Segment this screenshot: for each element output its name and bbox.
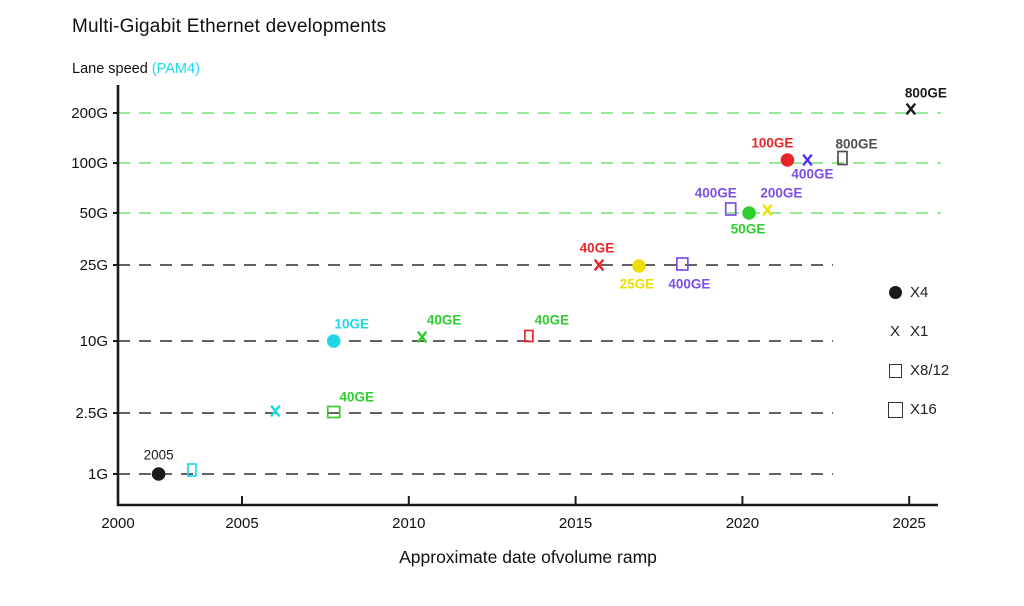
point-label: 2005 [144, 448, 174, 463]
point-label: 40GE [339, 390, 374, 405]
point-label: 200GE [760, 186, 802, 201]
x-tick-label: 2015 [559, 515, 592, 532]
legend-item-x16: X16 [884, 390, 949, 429]
data-point-x [762, 203, 773, 217]
point-label: 400GE [695, 186, 737, 201]
legend-circle-icon [888, 286, 902, 299]
point-label: 50GE [731, 222, 766, 237]
axes [116, 85, 938, 507]
y-tick-label: 200G [71, 105, 108, 122]
legend-label: X4 [910, 284, 929, 301]
data-point-square [837, 150, 848, 166]
y-axis-label: Lane speed (PAM4) [72, 61, 200, 77]
point-label: 25GE [620, 277, 655, 292]
x-tick-label: 2010 [392, 515, 425, 532]
x-tick-label: 2025 [893, 515, 926, 532]
data-point-circle [632, 259, 646, 273]
data-point-circle [780, 153, 795, 167]
y-tick-label: 2.5G [75, 405, 108, 422]
legend-square-icon [888, 363, 902, 378]
data-point-square [524, 329, 534, 343]
point-label: 800GE [835, 137, 877, 152]
data-point-x [905, 102, 917, 116]
legend-label: X1 [910, 323, 929, 340]
data-point-circle [326, 334, 341, 348]
data-point-x [802, 153, 813, 167]
data-point-square [676, 257, 689, 271]
point-label: 800GE [905, 86, 947, 101]
legend-item-x1: X X1 [884, 312, 949, 351]
chart-title: Multi-Gigabit Ethernet developments [72, 16, 387, 37]
point-label: 100GE [751, 136, 793, 151]
point-label: 400GE [791, 167, 833, 182]
x-axis-label: Approximate date ofvolume ramp [399, 547, 657, 567]
point-label: 40GE [580, 241, 615, 256]
data-point-square [326, 405, 341, 419]
legend-label: X8/12 [910, 362, 950, 379]
y-tick-label: 1G [88, 466, 108, 483]
legend-label: X16 [910, 401, 937, 418]
x-tick-label: 2020 [726, 515, 759, 532]
legend: X4 X X1 X8/12 X16 [884, 273, 949, 429]
legend-item-x4: X4 [884, 273, 949, 312]
point-label: 10GE [334, 317, 369, 332]
data-point-circle [742, 206, 756, 220]
data-point-x [416, 330, 428, 344]
point-label: 40GE [535, 313, 570, 328]
y-tick-label: 10G [80, 333, 108, 350]
point-label: 400GE [668, 277, 710, 292]
pam4-text: (PAM4) [151, 61, 200, 77]
legend-item-x8-12: X8/12 [884, 351, 949, 390]
y-tick-label: 100G [71, 155, 108, 172]
data-point-x [593, 258, 605, 272]
data-point-circle [151, 467, 166, 481]
y-tick-label: 25G [80, 257, 108, 274]
point-label: 40GE [427, 313, 462, 328]
legend-square-icon [887, 401, 903, 418]
data-point-square [724, 202, 737, 216]
y-tick-label: 50G [80, 205, 108, 222]
legend-x-icon: X [889, 323, 900, 340]
lane-speed-text: Lane speed [72, 61, 148, 77]
x-tick-label: 2005 [225, 515, 258, 532]
x-tick-label: 2000 [101, 515, 134, 532]
data-point-square [187, 463, 197, 477]
data-point-x [270, 404, 281, 418]
